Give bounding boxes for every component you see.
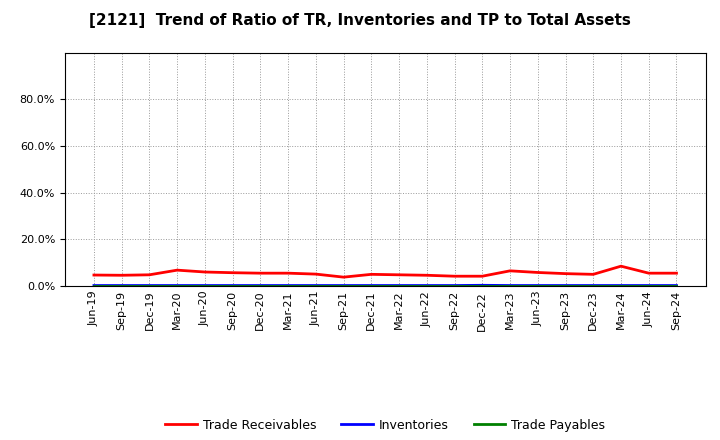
Trade Payables — [561, 283, 570, 288]
Trade Payables — [478, 283, 487, 288]
Inventories — [505, 283, 514, 288]
Trade Payables — [450, 283, 459, 288]
Trade Receivables — [367, 271, 376, 277]
Inventories — [284, 283, 292, 288]
Inventories — [561, 283, 570, 288]
Trade Payables — [173, 283, 181, 288]
Trade Receivables — [561, 271, 570, 276]
Trade Receivables — [644, 271, 653, 276]
Trade Payables — [312, 283, 320, 288]
Trade Receivables — [423, 273, 431, 278]
Trade Receivables — [256, 271, 265, 276]
Inventories — [145, 283, 154, 288]
Inventories — [173, 283, 181, 288]
Trade Payables — [145, 283, 154, 288]
Trade Payables — [89, 283, 98, 288]
Inventories — [395, 283, 403, 288]
Inventories — [423, 283, 431, 288]
Line: Trade Receivables: Trade Receivables — [94, 266, 677, 277]
Inventories — [534, 283, 542, 288]
Trade Receivables — [89, 272, 98, 278]
Trade Payables — [201, 283, 210, 288]
Trade Receivables — [145, 272, 154, 278]
Trade Payables — [589, 283, 598, 288]
Trade Receivables — [505, 268, 514, 274]
Trade Receivables — [173, 268, 181, 273]
Trade Receivables — [534, 270, 542, 275]
Trade Receivables — [589, 271, 598, 277]
Trade Receivables — [339, 275, 348, 280]
Inventories — [589, 283, 598, 288]
Trade Payables — [228, 283, 237, 288]
Trade Payables — [505, 283, 514, 288]
Trade Receivables — [616, 264, 625, 269]
Inventories — [201, 283, 210, 288]
Inventories — [478, 282, 487, 288]
Trade Payables — [395, 283, 403, 288]
Inventories — [616, 283, 625, 288]
Trade Payables — [534, 283, 542, 288]
Inventories — [367, 283, 376, 288]
Trade Receivables — [201, 269, 210, 275]
Trade Payables — [423, 283, 431, 288]
Inventories — [450, 283, 459, 288]
Trade Payables — [284, 283, 292, 288]
Trade Payables — [616, 283, 625, 288]
Inventories — [644, 283, 653, 288]
Trade Receivables — [672, 271, 681, 276]
Text: [2121]  Trend of Ratio of TR, Inventories and TP to Total Assets: [2121] Trend of Ratio of TR, Inventories… — [89, 13, 631, 28]
Inventories — [117, 283, 126, 288]
Trade Payables — [256, 283, 265, 288]
Trade Payables — [644, 283, 653, 288]
Inventories — [89, 283, 98, 288]
Trade Receivables — [395, 272, 403, 278]
Legend: Trade Receivables, Inventories, Trade Payables: Trade Receivables, Inventories, Trade Pa… — [161, 414, 610, 436]
Trade Payables — [367, 283, 376, 288]
Inventories — [228, 283, 237, 288]
Inventories — [256, 283, 265, 288]
Inventories — [339, 283, 348, 288]
Trade Receivables — [284, 271, 292, 276]
Trade Receivables — [478, 274, 487, 279]
Trade Receivables — [228, 270, 237, 275]
Trade Receivables — [312, 271, 320, 277]
Trade Payables — [117, 283, 126, 288]
Trade Payables — [339, 283, 348, 288]
Trade Receivables — [117, 273, 126, 278]
Inventories — [672, 283, 681, 288]
Trade Payables — [672, 283, 681, 288]
Trade Receivables — [450, 274, 459, 279]
Inventories — [312, 283, 320, 288]
